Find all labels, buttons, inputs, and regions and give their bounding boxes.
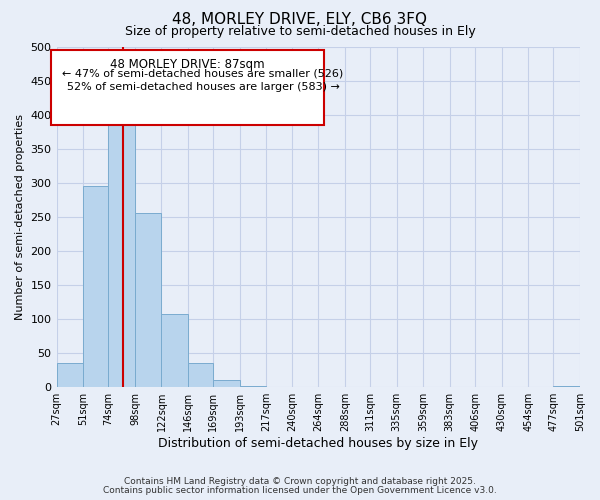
Bar <box>188 364 214 387</box>
Bar <box>109 125 135 387</box>
FancyBboxPatch shape <box>52 50 323 125</box>
Bar <box>161 314 188 387</box>
Y-axis label: Number of semi-detached properties: Number of semi-detached properties <box>15 114 25 320</box>
Text: 48 MORLEY DRIVE: 87sqm: 48 MORLEY DRIVE: 87sqm <box>110 58 265 71</box>
Bar <box>83 186 109 387</box>
Text: 52% of semi-detached houses are larger (583) →: 52% of semi-detached houses are larger (… <box>67 82 340 92</box>
Bar <box>553 386 580 387</box>
Text: Size of property relative to semi-detached houses in Ely: Size of property relative to semi-detach… <box>125 25 475 38</box>
Text: ← 47% of semi-detached houses are smaller (526): ← 47% of semi-detached houses are smalle… <box>62 68 343 78</box>
Text: Contains public sector information licensed under the Open Government Licence v3: Contains public sector information licen… <box>103 486 497 495</box>
Bar <box>240 386 266 387</box>
Bar <box>135 214 161 387</box>
X-axis label: Distribution of semi-detached houses by size in Ely: Distribution of semi-detached houses by … <box>158 437 478 450</box>
Bar <box>56 364 83 387</box>
Text: 48, MORLEY DRIVE, ELY, CB6 3FQ: 48, MORLEY DRIVE, ELY, CB6 3FQ <box>173 12 427 28</box>
Text: Contains HM Land Registry data © Crown copyright and database right 2025.: Contains HM Land Registry data © Crown c… <box>124 477 476 486</box>
Bar <box>214 380 240 387</box>
